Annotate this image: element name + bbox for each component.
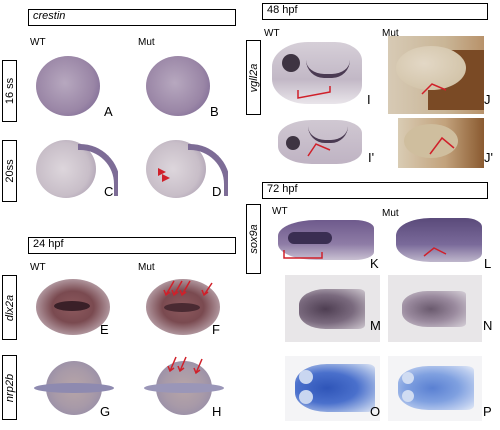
gene-label-dlx2a: dlx2a xyxy=(2,275,17,340)
mut-label: Mut xyxy=(138,37,155,48)
wt-label: WT xyxy=(30,262,46,273)
panel-label-n: N xyxy=(483,318,493,333)
gene-label-vgll2a: vgll2a xyxy=(246,40,261,115)
gene-label-nrp2b: nrp2b xyxy=(2,355,17,420)
crestin-header: crestin xyxy=(28,9,236,26)
stage-header-24hpf: 24 hpf xyxy=(28,237,236,254)
red-arrowhead-icon xyxy=(158,168,170,182)
panel-image-n xyxy=(388,275,482,342)
red-bracket-icon xyxy=(297,86,331,99)
panel-image-l xyxy=(388,216,484,270)
panel-label-m: M xyxy=(370,318,381,333)
panel-image-m xyxy=(285,275,380,342)
wt-label: WT xyxy=(264,28,280,39)
panel-image-g xyxy=(28,355,118,420)
panel-label-h: H xyxy=(212,404,222,419)
red-arrow-icon xyxy=(167,356,203,375)
mut-label: Mut xyxy=(382,208,399,219)
panel-image-i xyxy=(272,36,368,114)
panel-label-i: I xyxy=(367,92,371,107)
stage-header-72hpf: 72 hpf xyxy=(262,182,488,199)
panel-image-o xyxy=(285,356,380,421)
panel-image-h xyxy=(138,355,228,420)
red-bracket-icon xyxy=(307,143,331,157)
panel-label-f: F xyxy=(212,322,220,337)
panel-label-b: B xyxy=(210,104,219,119)
stage-label-16ss: 16 ss xyxy=(2,60,17,122)
panel-image-p xyxy=(388,356,482,421)
wt-label: WT xyxy=(272,206,288,217)
stage-label-20ss: 20ss xyxy=(2,140,17,202)
panel-label-c: C xyxy=(104,184,114,199)
panel-label-j: J xyxy=(484,92,491,107)
panel-label-j-prime: J' xyxy=(484,150,493,165)
red-bracket-icon xyxy=(423,247,447,257)
panel-label-d: D xyxy=(212,184,222,199)
mut-label: Mut xyxy=(138,262,155,273)
panel-image-a xyxy=(28,50,108,120)
panel-label-p: P xyxy=(483,404,492,419)
panel-image-j xyxy=(388,36,484,114)
panel-image-c xyxy=(28,134,118,206)
panel-image-b xyxy=(138,50,218,120)
red-bracket-icon xyxy=(421,83,447,95)
panel-image-d xyxy=(138,134,228,206)
gene-label-sox9a: sox9a xyxy=(246,204,261,274)
panel-label-i-prime: I' xyxy=(368,150,375,165)
panel-label-g: G xyxy=(100,404,111,419)
panel-label-o: O xyxy=(370,404,381,419)
panel-label-e: E xyxy=(100,322,109,337)
panel-image-j-prime xyxy=(398,118,484,168)
panel-image-k xyxy=(272,216,376,270)
red-bracket-icon xyxy=(283,250,323,259)
panel-label-k: K xyxy=(370,256,379,271)
panel-label-l: L xyxy=(484,256,492,271)
panel-image-f xyxy=(138,275,228,340)
red-bracket-icon xyxy=(429,136,455,155)
stage-header-48hpf: 48 hpf xyxy=(262,3,488,20)
red-arrow-icon xyxy=(163,280,213,297)
panel-image-i-prime xyxy=(272,118,368,168)
mut-label: Mut xyxy=(382,28,399,39)
panel-label-a: A xyxy=(104,104,113,119)
gene-label: crestin xyxy=(33,10,66,22)
wt-label: WT xyxy=(30,37,46,48)
panel-image-e xyxy=(28,275,118,340)
